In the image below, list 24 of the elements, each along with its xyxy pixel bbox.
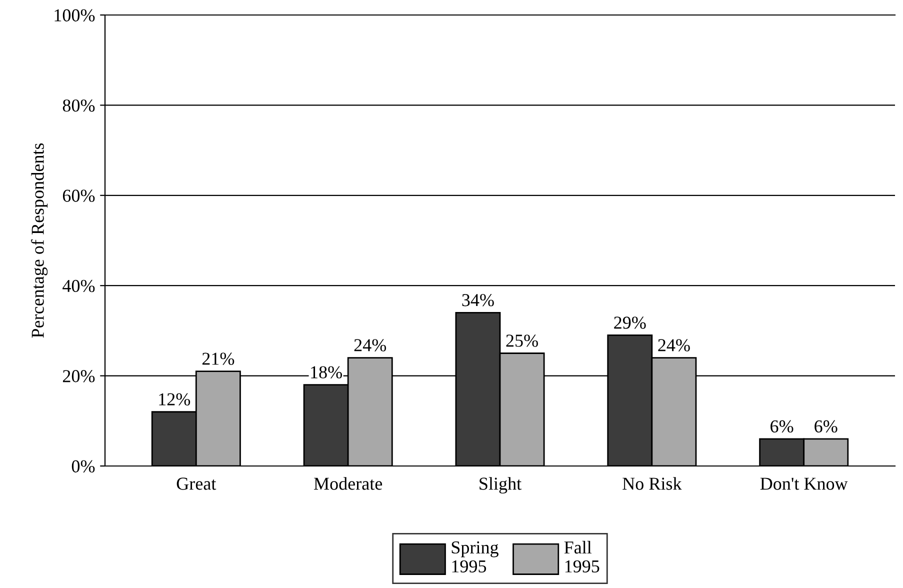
y-tick-label: 100% xyxy=(54,9,95,22)
data-label: 6% xyxy=(814,420,838,433)
y-tick-label: 60% xyxy=(62,190,95,202)
data-label: 12% xyxy=(159,393,190,406)
y-axis-title: Percentage of Respondents xyxy=(30,143,48,338)
x-tick-label: Moderate xyxy=(314,477,382,490)
data-label: 21% xyxy=(202,352,234,365)
data-label: 24% xyxy=(354,339,386,352)
y-tick-label: 80% xyxy=(62,99,95,112)
x-tick-label: Great xyxy=(176,478,216,490)
legend-label: Fall 1995 xyxy=(564,540,600,572)
y-tick-label: 20% xyxy=(62,370,95,382)
data-label: 29% xyxy=(614,316,646,329)
data-label: 6% xyxy=(770,420,794,433)
x-tick-label: Don't Know xyxy=(760,478,848,490)
legend-label: Spring 1995 xyxy=(452,541,498,572)
data-label: 18% xyxy=(311,366,342,378)
x-tick-label: No Risk xyxy=(622,477,682,490)
data-label: 34% xyxy=(462,294,494,306)
data-label: 24% xyxy=(658,339,690,352)
data-label: 25% xyxy=(506,334,538,347)
y-tick-label: 40% xyxy=(62,280,95,292)
x-tick-label: Slight xyxy=(480,477,522,494)
y-tick-label: 0% xyxy=(72,460,95,472)
